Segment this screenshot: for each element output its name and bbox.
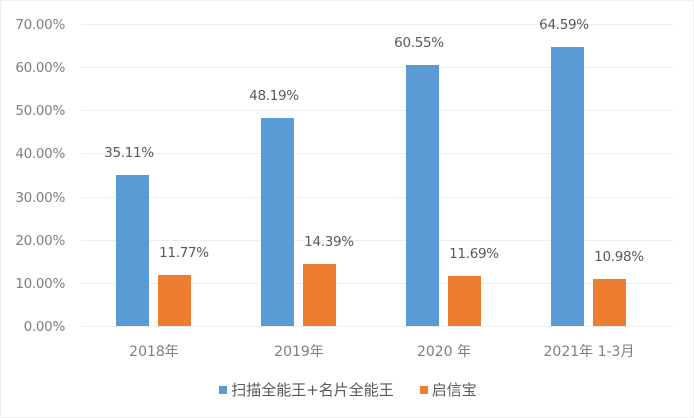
bar-orange [158, 275, 191, 326]
x-tick-label: 2018年 [129, 344, 179, 360]
legend-swatch-blue [219, 385, 228, 394]
y-tick-label: 70.00% [15, 17, 65, 33]
data-label: 60.55% [394, 34, 444, 51]
data-label: 11.69% [449, 245, 499, 262]
data-label: 35.11% [104, 144, 154, 161]
bar-orange [303, 263, 336, 326]
x-tick-label: 2020 年 [416, 344, 472, 360]
gridline [81, 110, 673, 112]
bar-orange [448, 275, 481, 326]
y-tick-label: 0.00% [23, 319, 66, 335]
legend-label: 扫描全能王+名片全能王 [231, 381, 394, 399]
gridline [81, 326, 673, 327]
legend-swatch-orange [419, 385, 428, 394]
bar-blue [261, 118, 294, 326]
bar-orange [593, 278, 626, 326]
data-label: 10.98% [594, 248, 644, 265]
y-tick-label: 10.00% [15, 275, 65, 292]
gridline [81, 24, 673, 25]
x-tick-label: 2019年 [274, 344, 324, 360]
legend-label: 启信宝 [431, 381, 477, 399]
gridline [81, 153, 673, 155]
bar-blue [551, 47, 584, 326]
legend-item-series-2: 启信宝 [419, 379, 477, 400]
y-tick-label: 20.00% [15, 232, 65, 249]
legend-item-series-1: 扫描全能王+名片全能王 [219, 379, 394, 400]
data-label: 64.59% [539, 17, 589, 34]
gridline [81, 282, 673, 284]
data-label: 11.77% [159, 245, 209, 262]
y-tick-label: 30.00% [15, 189, 65, 206]
gridline [81, 67, 673, 69]
data-label: 48.19% [249, 88, 299, 105]
bar-blue [406, 64, 439, 326]
x-tick-label: 2021年 1-3月 [543, 344, 635, 360]
gridline [81, 239, 673, 241]
y-tick-label: 60.00% [15, 60, 65, 77]
legend: 扫描全能王+名片全能王 启信宝 [1, 379, 694, 400]
gridline [81, 196, 673, 198]
data-label: 14.39% [304, 233, 354, 250]
y-tick-label: 40.00% [15, 146, 65, 163]
bar-blue [116, 174, 149, 326]
y-tick-label: 50.00% [15, 103, 65, 120]
